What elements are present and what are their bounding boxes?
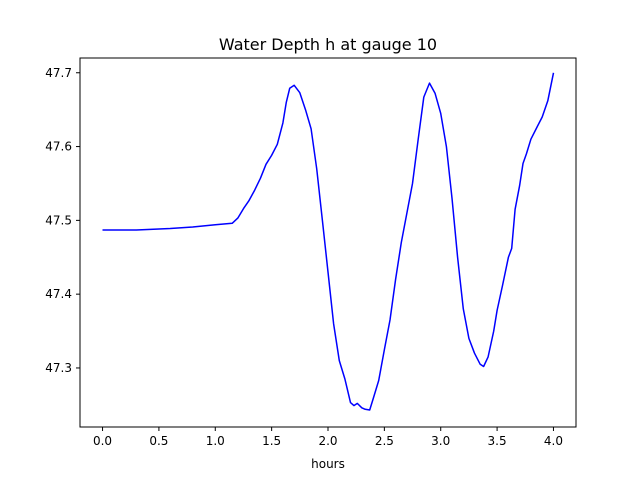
- y-tick-label: 47.6: [45, 140, 72, 154]
- y-tick-label: 47.3: [45, 361, 72, 375]
- y-tick-label: 47.5: [45, 213, 72, 227]
- x-tick-label: 1.5: [262, 434, 281, 448]
- y-tick-label: 47.4: [45, 287, 72, 301]
- x-axis: 0.0 0.5 1.0 1.5 2.0 2.5 3.0 3.5 4.0: [93, 427, 563, 448]
- y-tick-label: 47.7: [45, 66, 72, 80]
- y-axis: 47.3 47.4 47.5 47.6 47.7: [45, 66, 80, 375]
- series-line: [102, 72, 555, 411]
- x-tick-label: 0.0: [93, 434, 112, 448]
- x-tick-label: 1.0: [206, 434, 225, 448]
- x-tick-label: 4.0: [544, 434, 563, 448]
- x-tick-label: 3.0: [431, 434, 450, 448]
- x-tick-label: 0.5: [149, 434, 168, 448]
- x-tick-label: 2.0: [318, 434, 337, 448]
- chart-title: Water Depth h at gauge 10: [219, 35, 437, 54]
- x-tick-label: 3.5: [488, 434, 507, 448]
- axes-frame: [79, 57, 577, 428]
- x-axis-label: hours: [311, 457, 345, 471]
- x-tick-label: 2.5: [375, 434, 394, 448]
